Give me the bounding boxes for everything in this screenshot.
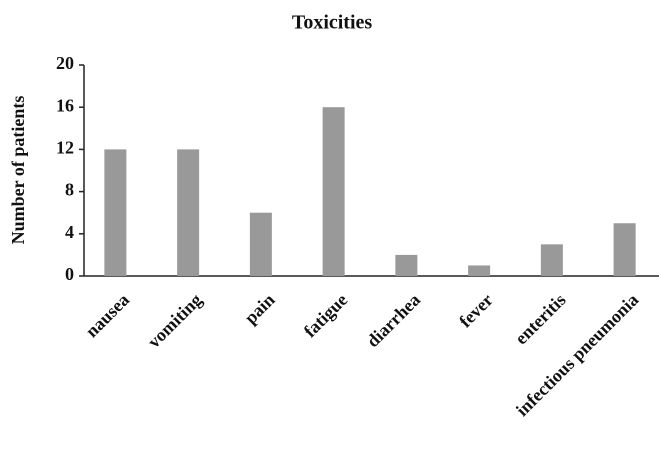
y-axis-label: Number of patients [8, 96, 28, 245]
bar [104, 149, 127, 276]
y-tick-label: 4 [65, 222, 74, 242]
y-tick-label: 0 [65, 264, 74, 284]
bar [322, 107, 345, 276]
x-tick-label: fever [455, 290, 497, 332]
x-tick-label: infectious pneumonia [512, 290, 642, 420]
y-tick-label: 12 [56, 138, 74, 158]
bar [468, 265, 491, 276]
x-tick-label: pain [240, 290, 278, 328]
y-tick-label: 8 [65, 180, 74, 200]
chart-title: Toxicities [292, 12, 373, 34]
x-tick-label: diarrhea [363, 290, 425, 352]
y-tick-label: 16 [56, 95, 74, 115]
y-tick-label: 20 [56, 53, 74, 73]
bar [177, 149, 200, 276]
x-tick-label: vomiting [144, 290, 206, 352]
bar [395, 254, 418, 276]
x-tick-label: nausea [81, 290, 133, 342]
x-tick-label: fatigue [300, 290, 352, 342]
bar [540, 244, 563, 276]
bar [613, 223, 636, 276]
x-tick-label: enteritis [511, 290, 570, 349]
bar [249, 212, 272, 276]
